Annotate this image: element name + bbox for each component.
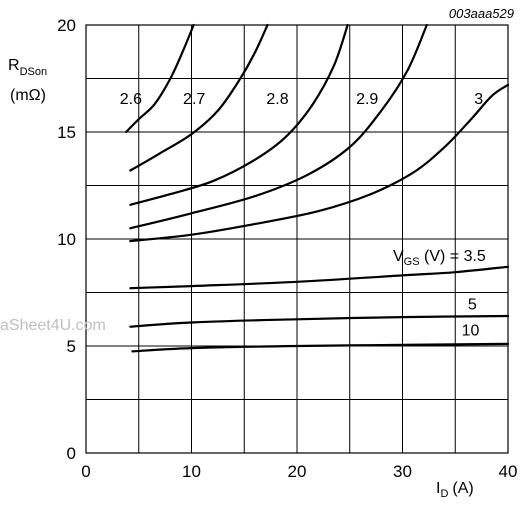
series-curve-vgs-10 [131, 342, 510, 353]
plot-frame [85, 24, 509, 454]
y-axis-label: RDSon (mΩ) [8, 57, 47, 104]
series-label-vgs-2-9: 2.9 [356, 91, 378, 108]
figure-code: 003aaa529 [449, 6, 514, 21]
series-curves [125, 23, 510, 353]
x-tick-label: 40 [499, 462, 518, 481]
series-label-vgs-3: 3 [474, 91, 483, 108]
vgs-legend-rest: (V) = 3.5 [420, 248, 486, 265]
y-tick-label: 5 [67, 337, 76, 356]
series-curve-vgs-2-6 [125, 23, 195, 134]
vgs-legend-main: V [393, 248, 404, 265]
series-label-vgs-2-8: 2.8 [266, 91, 288, 108]
y-axis-label-sub: DSon [20, 66, 48, 78]
tick-labels: 0 10 20 30 40 0 5 10 15 20 [57, 16, 517, 481]
series-curve-vgs-2-9 [129, 23, 428, 230]
x-tick-label: 30 [393, 462, 412, 481]
x-axis-label-unit: (A) [452, 480, 473, 497]
series-curve-vgs-3-5 [129, 265, 510, 290]
vgs-legend-sub: GS [404, 256, 420, 268]
x-axis-label: ID (A) [436, 480, 474, 500]
svg-text:ID(A): ID (A) [436, 480, 474, 500]
series-labels: 2.6 2.7 2.8 2.9 3 5 10 [120, 91, 483, 339]
y-tick-label: 0 [67, 444, 76, 463]
x-tick-label: 20 [288, 462, 307, 481]
series-curve-vgs-3 [129, 83, 510, 243]
y-axis-label-main: R [8, 57, 20, 74]
watermark: aSheet4U.com [0, 317, 106, 334]
vgs-legend: VGS (V) = 3.5 [393, 248, 486, 268]
y-axis-unit: (mΩ) [10, 87, 46, 104]
series-label-vgs-10: 10 [462, 322, 480, 339]
x-axis-label-main: I [436, 480, 440, 497]
series-curve-vgs-5 [129, 314, 510, 328]
series-label-vgs-2-7: 2.7 [183, 91, 205, 108]
series-label-vgs-2-6: 2.6 [120, 91, 142, 108]
x-axis-label-sub: D [440, 488, 448, 500]
y-tick-label: 20 [57, 16, 76, 35]
x-tick-label: 0 [81, 462, 90, 481]
y-tick-label: 10 [57, 230, 76, 249]
y-tick-label: 15 [57, 123, 76, 142]
series-curve-vgs-2-8 [129, 23, 349, 206]
svg-text:RDSon: RDSon [8, 57, 47, 78]
series-label-vgs-5: 5 [468, 297, 477, 314]
x-tick-label: 10 [182, 462, 201, 481]
series-curve-vgs-2-7 [129, 23, 269, 172]
